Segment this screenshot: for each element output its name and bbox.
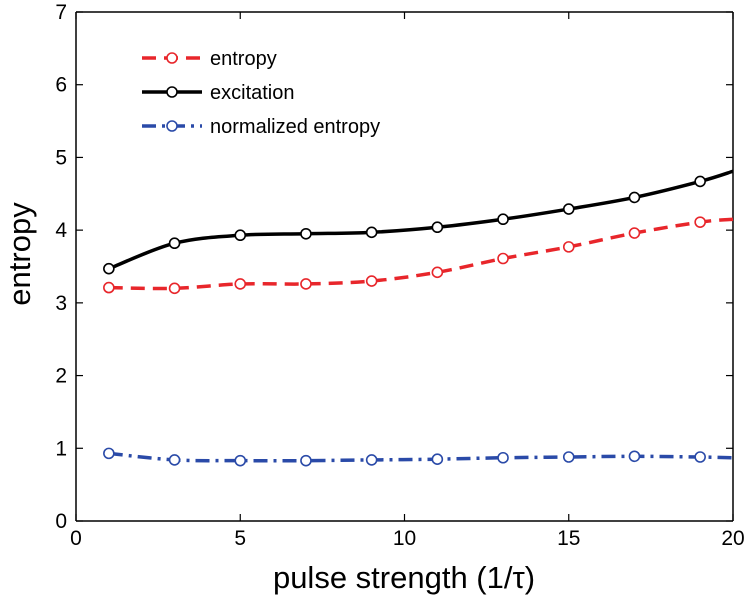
ticks: 0 5 10 15 20 0 1 2 3 4 5 6 7 bbox=[55, 1, 744, 550]
data-point bbox=[365, 226, 378, 239]
legend-item: normalized entropy bbox=[142, 116, 380, 138]
x-tick-label: 15 bbox=[557, 527, 580, 550]
data-point bbox=[628, 450, 641, 463]
y-tick-label: 2 bbox=[55, 365, 67, 388]
data-point bbox=[168, 454, 181, 466]
legend-marker bbox=[166, 52, 178, 64]
legend-item: entropy bbox=[142, 48, 277, 70]
legend-item: excitation bbox=[142, 82, 295, 104]
y-tick-label: 7 bbox=[55, 1, 67, 24]
legend-marker bbox=[166, 120, 178, 132]
data-point bbox=[168, 237, 181, 250]
x-tick-label: 0 bbox=[70, 527, 82, 550]
y-tick-label: 3 bbox=[55, 292, 67, 315]
legend: entropy excitation normalized entropy bbox=[142, 48, 380, 138]
data-point bbox=[628, 191, 641, 204]
data-point bbox=[103, 447, 115, 460]
series-1 bbox=[103, 169, 734, 275]
y-tick-label: 4 bbox=[55, 219, 67, 242]
legend-label: excitation bbox=[210, 82, 295, 104]
data-point bbox=[103, 281, 115, 294]
data-point bbox=[497, 252, 509, 265]
x-tick-label: 10 bbox=[393, 527, 416, 550]
data-point bbox=[694, 175, 706, 188]
y-tick-label: 1 bbox=[55, 437, 67, 460]
y-tick-label: 6 bbox=[55, 74, 67, 97]
data-point bbox=[562, 451, 575, 463]
series-0 bbox=[103, 216, 734, 295]
data-point bbox=[694, 216, 706, 228]
legend-label: entropy bbox=[210, 48, 277, 70]
data-point bbox=[497, 213, 509, 226]
y-axis-label: entropy bbox=[2, 202, 37, 306]
x-tick-label: 5 bbox=[234, 527, 246, 550]
data-point bbox=[497, 451, 509, 464]
y-tick-label: 0 bbox=[55, 510, 67, 533]
data-point bbox=[168, 282, 181, 295]
data-point bbox=[234, 278, 247, 290]
x-tick-label: 20 bbox=[721, 527, 744, 550]
data-point bbox=[562, 203, 575, 215]
data-point bbox=[365, 454, 378, 466]
data-point bbox=[365, 275, 378, 287]
x-axis-label: pulse strength (1/τ) bbox=[273, 560, 535, 595]
data-point bbox=[431, 221, 444, 234]
data-point bbox=[694, 451, 706, 463]
data-point bbox=[300, 227, 312, 240]
data-point bbox=[234, 454, 247, 467]
data-point bbox=[234, 229, 247, 242]
data-point bbox=[628, 227, 641, 239]
data-point bbox=[300, 278, 312, 290]
series-2 bbox=[103, 447, 734, 467]
series-line bbox=[108, 217, 734, 291]
series-line bbox=[108, 169, 734, 271]
legend-marker bbox=[166, 86, 178, 98]
data-point bbox=[431, 266, 444, 279]
data-point bbox=[431, 453, 444, 465]
data-point bbox=[103, 262, 115, 275]
series-group bbox=[103, 169, 734, 467]
data-point bbox=[562, 241, 575, 253]
data-point bbox=[300, 454, 312, 467]
legend-label: normalized entropy bbox=[210, 116, 380, 138]
y-tick-label: 5 bbox=[55, 146, 67, 169]
